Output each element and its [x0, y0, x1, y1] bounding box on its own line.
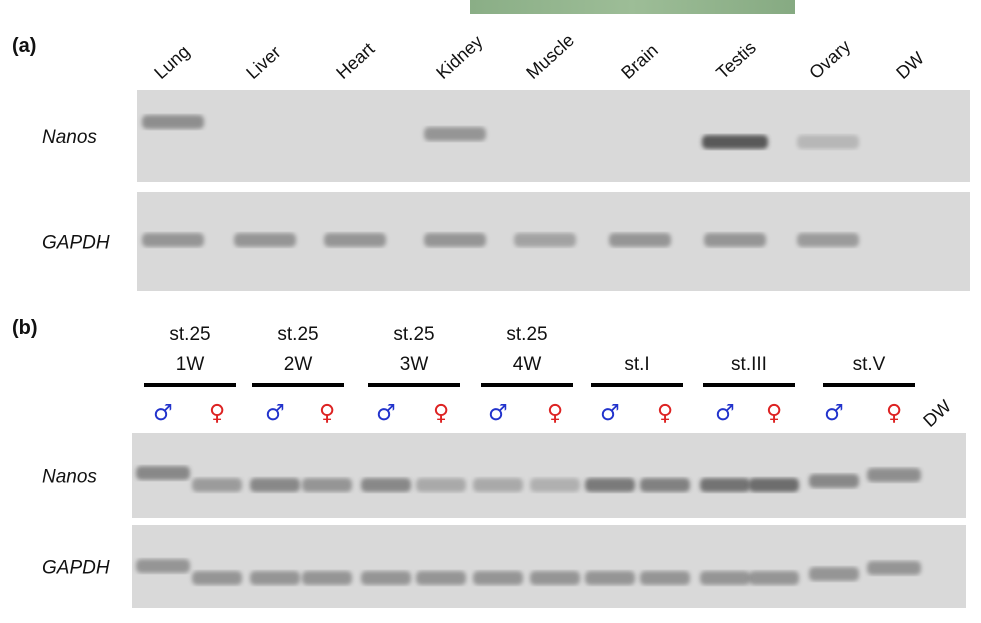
group-underline — [481, 383, 573, 387]
group-label-line1: st.25 — [393, 324, 434, 345]
band — [250, 571, 300, 585]
group-underline — [591, 383, 683, 387]
band — [530, 571, 580, 585]
panel-b-label: (b) — [12, 317, 38, 339]
lane-label-heart: Heart — [332, 39, 378, 83]
band — [797, 135, 859, 149]
gel-panel-b-gapdh — [132, 525, 966, 608]
male-symbol: ♂ — [488, 401, 508, 426]
band — [867, 468, 921, 482]
band — [424, 127, 486, 141]
band — [530, 478, 580, 492]
band — [473, 478, 523, 492]
group-label: 3W — [400, 354, 429, 375]
band — [424, 233, 486, 247]
male-symbol: ♂ — [715, 401, 735, 426]
band — [700, 478, 750, 492]
group-underline — [823, 383, 915, 387]
female-symbol: ♀ — [209, 401, 225, 426]
male-symbol: ♂ — [600, 401, 620, 426]
male-symbol: ♂ — [153, 401, 173, 426]
band — [192, 478, 242, 492]
band — [809, 474, 859, 488]
band — [640, 478, 690, 492]
group-label: 4W — [513, 354, 542, 375]
band — [416, 478, 466, 492]
group-underline — [144, 383, 236, 387]
band — [585, 571, 635, 585]
lane-label-dw: DW — [892, 48, 928, 83]
lane-label-testis: Testis — [712, 37, 760, 83]
band — [142, 115, 204, 129]
male-symbol: ♂ — [376, 401, 396, 426]
band — [514, 233, 576, 247]
group-label: 2W — [284, 354, 313, 375]
band — [640, 571, 690, 585]
band — [867, 561, 921, 575]
band — [324, 233, 386, 247]
group-underline — [368, 383, 460, 387]
band — [234, 233, 296, 247]
band — [749, 571, 799, 585]
top-color-bar — [470, 0, 795, 14]
group-label: 1W — [176, 354, 205, 375]
lane-label-kidney: Kidney — [432, 31, 486, 83]
female-symbol: ♀ — [886, 401, 902, 426]
band — [473, 571, 523, 585]
band — [700, 571, 750, 585]
group-label: st.V — [853, 354, 886, 375]
gene-label: GAPDH — [42, 233, 110, 254]
band — [416, 571, 466, 585]
band — [609, 233, 671, 247]
group-label: st.I — [624, 354, 649, 375]
group-label-line1: st.25 — [506, 324, 547, 345]
female-symbol: ♀ — [547, 401, 563, 426]
female-symbol: ♀ — [319, 401, 335, 426]
band — [797, 233, 859, 247]
band — [142, 233, 204, 247]
female-symbol: ♀ — [433, 401, 449, 426]
group-label: st.III — [731, 354, 767, 375]
gene-label: Nanos — [42, 467, 97, 488]
band — [250, 478, 300, 492]
lane-label-muscle: Muscle — [522, 30, 578, 83]
band — [136, 466, 190, 480]
band — [136, 559, 190, 573]
lane-label-ovary: Ovary — [805, 36, 854, 83]
female-symbol: ♀ — [766, 401, 782, 426]
group-underline — [252, 383, 344, 387]
panel-a-label: (a) — [12, 35, 36, 57]
group-label-line1: st.25 — [169, 324, 210, 345]
band — [749, 478, 799, 492]
lane-label-dw: DW — [919, 396, 955, 431]
lane-label-lung: Lung — [150, 41, 193, 83]
gene-label: Nanos — [42, 127, 97, 148]
band — [702, 135, 768, 149]
band — [361, 571, 411, 585]
female-symbol: ♀ — [657, 401, 673, 426]
male-symbol: ♂ — [265, 401, 285, 426]
band — [302, 571, 352, 585]
lane-label-liver: Liver — [242, 42, 284, 83]
male-symbol: ♂ — [824, 401, 844, 426]
group-underline — [703, 383, 795, 387]
group-label-line1: st.25 — [277, 324, 318, 345]
band — [302, 478, 352, 492]
band — [192, 571, 242, 585]
band — [361, 478, 411, 492]
band — [704, 233, 766, 247]
lane-label-brain: Brain — [617, 40, 662, 83]
gene-label: GAPDH — [42, 558, 110, 579]
band — [585, 478, 635, 492]
band — [809, 567, 859, 581]
